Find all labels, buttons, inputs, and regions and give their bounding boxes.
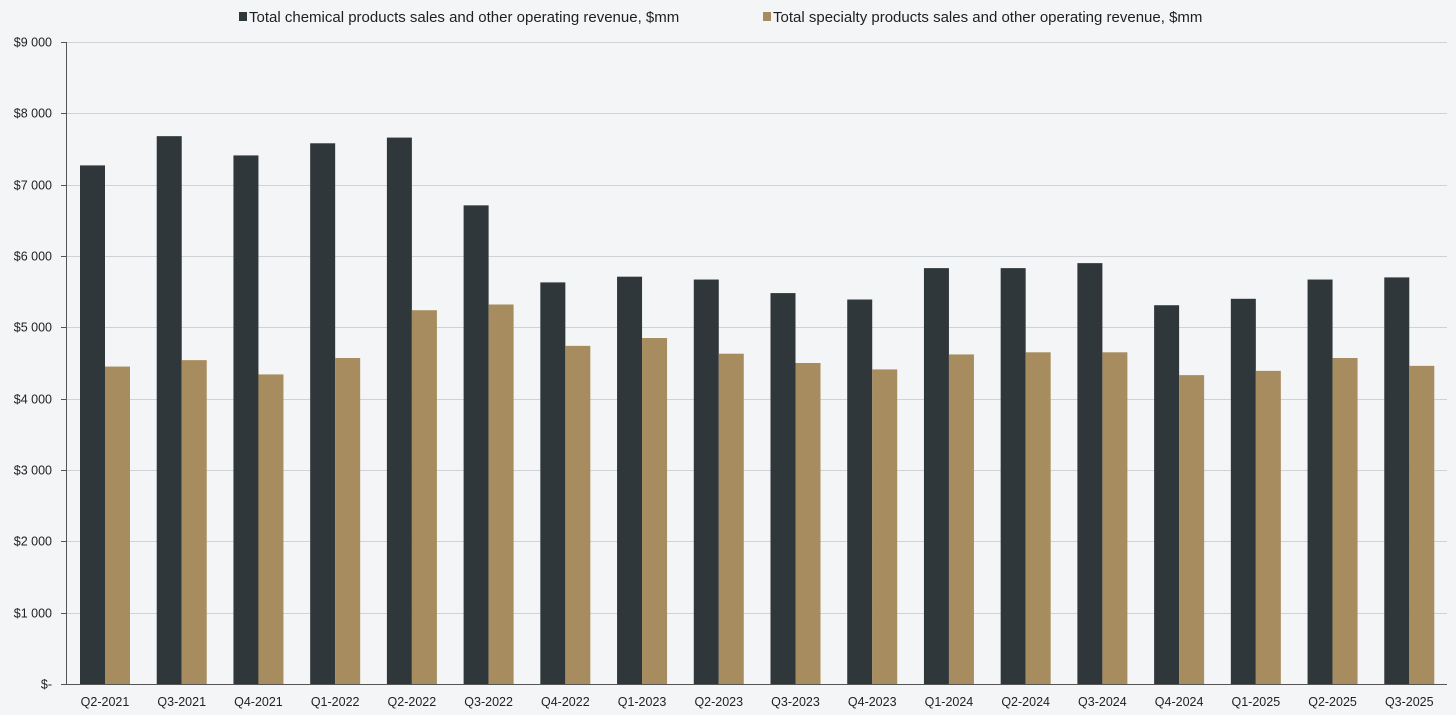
y-tick-label: $6 000	[14, 250, 52, 264]
bar-specialty-q1-2023	[642, 338, 668, 684]
x-tick-label: Q1-2025	[1232, 695, 1281, 709]
bar-specialty-q1-2025	[1255, 370, 1281, 684]
bar-specialty-q4-2021	[258, 374, 284, 684]
bar-chemical-q3-2025	[1384, 277, 1410, 684]
legend-label: Total chemical products sales and other …	[249, 9, 679, 26]
bar-specialty-q3-2021	[181, 360, 207, 684]
bar-chemical-q1-2024	[923, 268, 949, 684]
x-tick-label: Q2-2025	[1308, 695, 1357, 709]
bar-chemical-q2-2022	[386, 137, 412, 684]
bar-chemical-q3-2023	[770, 293, 796, 684]
x-tick-label: Q3-2025	[1385, 695, 1434, 709]
y-tick-label: $5 000	[14, 321, 52, 335]
bar-specialty-q2-2024	[1025, 352, 1051, 684]
gridlines	[66, 42, 1447, 614]
y-tick-label: $7 000	[14, 179, 52, 193]
x-tick-label: Q3-2024	[1078, 695, 1127, 709]
x-tick-label: Q2-2023	[694, 695, 743, 709]
x-tick-label: Q4-2022	[541, 695, 590, 709]
bar-chemical-q2-2024	[1000, 268, 1026, 684]
bar-chemical-q2-2023	[693, 279, 719, 684]
y-tick-label: $1 000	[14, 607, 52, 621]
x-tick-label: Q4-2021	[234, 695, 283, 709]
bar-specialty-q4-2023	[872, 369, 898, 684]
x-tick-label: Q1-2024	[925, 695, 974, 709]
y-tick-label: $4 000	[14, 393, 52, 407]
y-tick-label: $3 000	[14, 464, 52, 478]
x-tick-label: Q1-2022	[311, 695, 360, 709]
bar-chemical-q4-2022	[540, 282, 566, 684]
x-tick-label: Q3-2021	[157, 695, 206, 709]
bar-specialty-q3-2024	[1102, 352, 1128, 684]
bar-chemical-q4-2024	[1154, 305, 1180, 684]
bar-chemical-q1-2022	[310, 143, 336, 684]
x-tick-label: Q4-2024	[1155, 695, 1204, 709]
y-tick-label: $-	[41, 678, 52, 692]
x-tick-label: Q2-2024	[1001, 695, 1050, 709]
bar-chemical-q3-2024	[1077, 263, 1103, 684]
x-tick-label: Q3-2023	[771, 695, 820, 709]
bar-chemical-q1-2023	[617, 276, 643, 684]
legend: Total chemical products sales and other …	[239, 9, 1202, 26]
x-axis: Q2-2021 Q3-2021 Q4-2021 Q1-2022 Q2-2022 Q3-20…	[66, 684, 1447, 709]
bar-specialty-q1-2024	[948, 354, 974, 684]
bar-specialty-q1-2022	[335, 358, 361, 684]
y-axis: $- $1 000 $2 000 $3 000 $4 000 $5 000 $6 000 $7…	[14, 36, 67, 692]
x-tick-label: Q1-2023	[618, 695, 667, 709]
bar-chemical-q3-2022	[463, 205, 489, 684]
bar-chemical-q2-2025	[1307, 279, 1333, 684]
x-tick-label: Q4-2023	[848, 695, 897, 709]
bar-specialty-q4-2022	[565, 345, 591, 684]
y-tick-label: $8 000	[14, 107, 52, 121]
bar-specialty-q3-2022	[488, 304, 514, 684]
x-tick-label: Q2-2021	[81, 695, 130, 709]
legend-swatch	[763, 12, 771, 21]
bar-chemical-q4-2021	[233, 155, 259, 685]
bars	[80, 136, 1435, 685]
bar-specialty-q2-2023	[718, 353, 744, 684]
bar-chemical-q4-2023	[847, 299, 873, 684]
x-tick-label: Q2-2022	[388, 695, 437, 709]
bar-specialty-q3-2025	[1409, 365, 1435, 684]
bar-specialty-q2-2021	[105, 366, 130, 684]
legend-swatch	[239, 12, 247, 21]
bar-specialty-q2-2022	[411, 310, 437, 684]
bar-chemical-q1-2025	[1230, 298, 1256, 684]
bar-specialty-q4-2024	[1179, 375, 1205, 684]
y-tick-label: $2 000	[14, 535, 52, 549]
bar-specialty-q2-2025	[1332, 358, 1358, 684]
bar-chemical-q3-2021	[156, 136, 182, 684]
y-tick-label: $9 000	[14, 36, 52, 50]
bar-specialty-q3-2023	[795, 363, 821, 684]
legend-label: Total specialty products sales and other…	[773, 9, 1202, 26]
bar-chemical-q2-2021	[80, 165, 105, 684]
x-tick-label: Q3-2022	[464, 695, 513, 709]
